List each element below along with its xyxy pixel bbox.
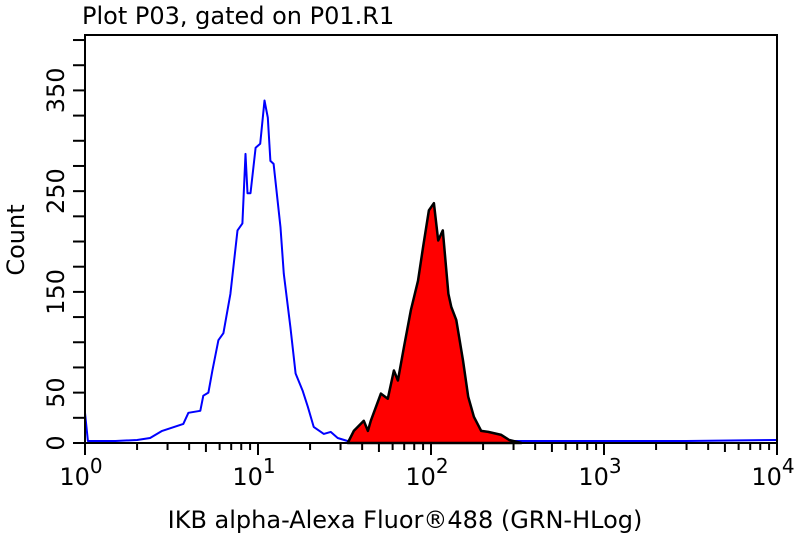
x-tick-label: 103 — [578, 454, 621, 491]
chart-title: Plot P03, gated on P01.R1 — [82, 2, 394, 30]
y-axis-label: Count — [2, 204, 30, 275]
y-tick-label: 0 — [42, 435, 70, 450]
y-tick-label: 350 — [42, 67, 70, 113]
series-0-outline-histogram — [84, 99, 778, 443]
series-1-filled-histogram — [346, 201, 523, 445]
x-axis-label: IKB alpha-Alexa Fluor®488 (GRN-HLog) — [168, 506, 643, 534]
x-tick-label: 101 — [232, 454, 275, 491]
x-tick-label: 102 — [405, 454, 448, 491]
x-tick-label: 100 — [59, 454, 102, 491]
y-tick-label: 250 — [42, 168, 70, 214]
y-tick-label: 50 — [42, 377, 70, 408]
y-tick-label: 150 — [42, 269, 70, 315]
x-tick-label: 104 — [751, 454, 794, 491]
